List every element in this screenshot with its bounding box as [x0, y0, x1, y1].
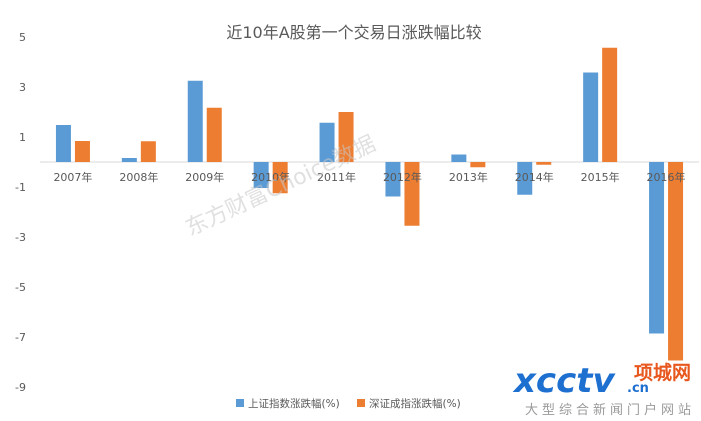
- x-category-label: 2013年: [449, 170, 488, 184]
- x-category-label: 2007年: [53, 170, 92, 184]
- bar-shenzhen-6: [404, 162, 420, 226]
- bar-shenzhen-8: [536, 162, 552, 165]
- bar-shenzhen-4: [272, 162, 288, 194]
- bar-shanghai-6: [385, 162, 401, 197]
- bar-shenzhen-10: [668, 162, 684, 361]
- x-category-label: 2008年: [119, 170, 158, 184]
- bar-shanghai-8: [517, 162, 533, 195]
- bar-shanghai-7: [451, 154, 467, 162]
- bar-shenzhen-5: [338, 112, 354, 162]
- y-axis: 5 3 1 -1 -3 -5 -7 -9: [15, 31, 26, 394]
- logo: xcctv .cn 项城网 大型综合新闻门户网站: [512, 361, 695, 418]
- y-tick-label: -1: [15, 181, 26, 194]
- y-tick-label: -5: [15, 281, 26, 294]
- chart-title: 近10年A股第一个交易日涨跌幅比较: [226, 23, 481, 42]
- bar-shanghai-3: [187, 80, 203, 162]
- x-axis-labels: 2007年 2008年 2009年 2010年 2011年 2012年 2013年 2014年…: [53, 170, 685, 184]
- logo-domain: .cn: [627, 381, 649, 396]
- y-tick-label: -3: [15, 231, 26, 244]
- y-tick-label: -7: [15, 331, 26, 344]
- bar-shanghai-1: [55, 125, 71, 162]
- y-tick-label: 1: [19, 131, 26, 144]
- legend-swatch-shenzhen: [357, 399, 365, 407]
- bar-shanghai-5: [319, 122, 335, 162]
- bar-shanghai-10: [649, 162, 665, 334]
- bar-shanghai-2: [121, 158, 137, 162]
- bar-shanghai-4: [253, 162, 269, 188]
- x-category-label: 2016年: [647, 170, 686, 184]
- x-category-label: 2014年: [515, 170, 554, 184]
- legend-swatch-shanghai: [236, 399, 244, 407]
- logo-brand: 项城网: [634, 361, 691, 384]
- bar-shenzhen-7: [470, 162, 486, 168]
- y-tick-label: -9: [15, 381, 26, 394]
- y-tick-label: 3: [19, 81, 26, 94]
- x-category-label: 2009年: [185, 170, 224, 184]
- logo-main-text: xcctv: [512, 361, 616, 401]
- legend-label-shanghai: 上证指数涨跌幅(%): [248, 397, 340, 410]
- bar-shenzhen-2: [140, 141, 156, 162]
- legend: 上证指数涨跌幅(%) 深证成指涨跌幅(%): [236, 397, 461, 410]
- bar-shanghai-9: [583, 72, 599, 162]
- bar-shenzhen-1: [74, 141, 90, 162]
- logo-tagline: 大型综合新闻门户网站: [525, 402, 695, 418]
- bar-shenzhen-9: [602, 47, 618, 162]
- x-category-label: 2010年: [251, 170, 290, 184]
- legend-label-shenzhen: 深证成指涨跌幅(%): [369, 397, 461, 410]
- x-category-label: 2015年: [581, 170, 620, 184]
- x-category-label: 2012年: [383, 170, 422, 184]
- bars-group: [55, 47, 684, 361]
- y-tick-label: 5: [19, 31, 26, 44]
- bar-shenzhen-3: [206, 107, 222, 162]
- x-category-label: 2011年: [317, 170, 356, 184]
